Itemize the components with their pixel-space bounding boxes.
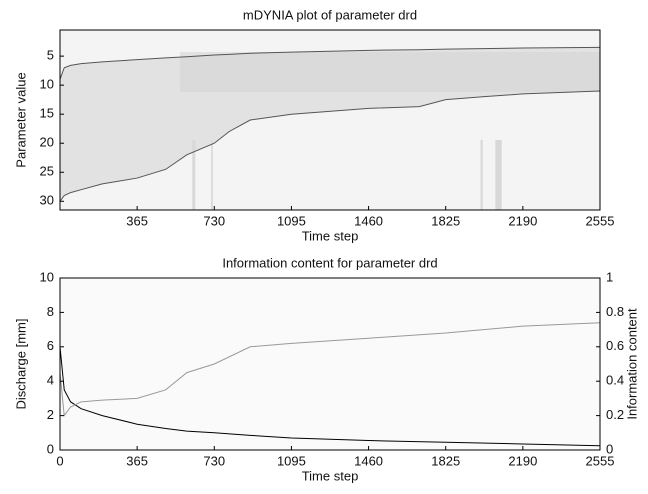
axes-frame [59, 277, 601, 451]
x-tick-label: 365 [126, 453, 148, 468]
stripe [211, 140, 213, 210]
y-tick-label: 4 [47, 373, 54, 388]
series-line [59, 90, 601, 202]
dense-band [180, 52, 600, 92]
x-tick-label: 1460 [354, 213, 383, 228]
x-tick-label: 0 [56, 453, 63, 468]
y2-tick-label: 0.2 [606, 407, 624, 422]
plot-area [60, 278, 600, 450]
y-axis-label: Parameter value [13, 72, 28, 167]
y-tick-label: 0 [47, 441, 54, 456]
x-axis-label: Time step [302, 468, 359, 483]
y2-tick-label: 0.8 [606, 304, 624, 319]
x-tick-label: 2190 [508, 213, 537, 228]
series-line [59, 346, 601, 447]
y-tick-label: 15 [40, 106, 54, 121]
y-tick-label: 25 [40, 164, 54, 179]
y2-tick-label: 0.4 [606, 373, 624, 388]
x-tick-label: 2555 [586, 453, 615, 468]
axes-frame [59, 29, 601, 211]
y-tick-label: 5 [47, 48, 54, 63]
y-tick-label: 30 [40, 193, 54, 208]
chart-title: Information content for parameter drd [222, 255, 437, 270]
x-tick-label: 2190 [508, 453, 537, 468]
y-tick-label: 2 [47, 407, 54, 422]
x-tick-label: 1825 [431, 453, 460, 468]
x-axis-label: Time step [302, 228, 359, 243]
x-tick-label: 1460 [354, 453, 383, 468]
series-line [59, 322, 601, 417]
y-axis-label: Discharge [mm] [13, 318, 28, 409]
stripe [480, 140, 483, 210]
x-tick-label: 1095 [277, 213, 306, 228]
y2-tick-label: 0 [606, 441, 613, 456]
y2-tick-label: 0.6 [606, 338, 624, 353]
x-tick-label: 1825 [431, 213, 460, 228]
y2-tick-label: 1 [606, 269, 613, 284]
x-tick-label: 730 [203, 213, 225, 228]
x-tick-label: 730 [203, 453, 225, 468]
stripe [192, 140, 196, 210]
stripe [495, 140, 502, 210]
x-tick-label: 2555 [586, 213, 615, 228]
series-line [59, 46, 601, 80]
chart-title: mDYNIA plot of parameter drd [243, 7, 417, 22]
y-tick-label: 20 [40, 135, 54, 150]
y-tick-label: 10 [40, 77, 54, 92]
y-tick-label: 10 [40, 269, 54, 284]
y2-axis-label: Information content [624, 308, 639, 420]
y-tick-label: 6 [47, 338, 54, 353]
x-tick-label: 1095 [277, 453, 306, 468]
x-tick-label: 365 [126, 213, 148, 228]
y-tick-label: 8 [47, 304, 54, 319]
